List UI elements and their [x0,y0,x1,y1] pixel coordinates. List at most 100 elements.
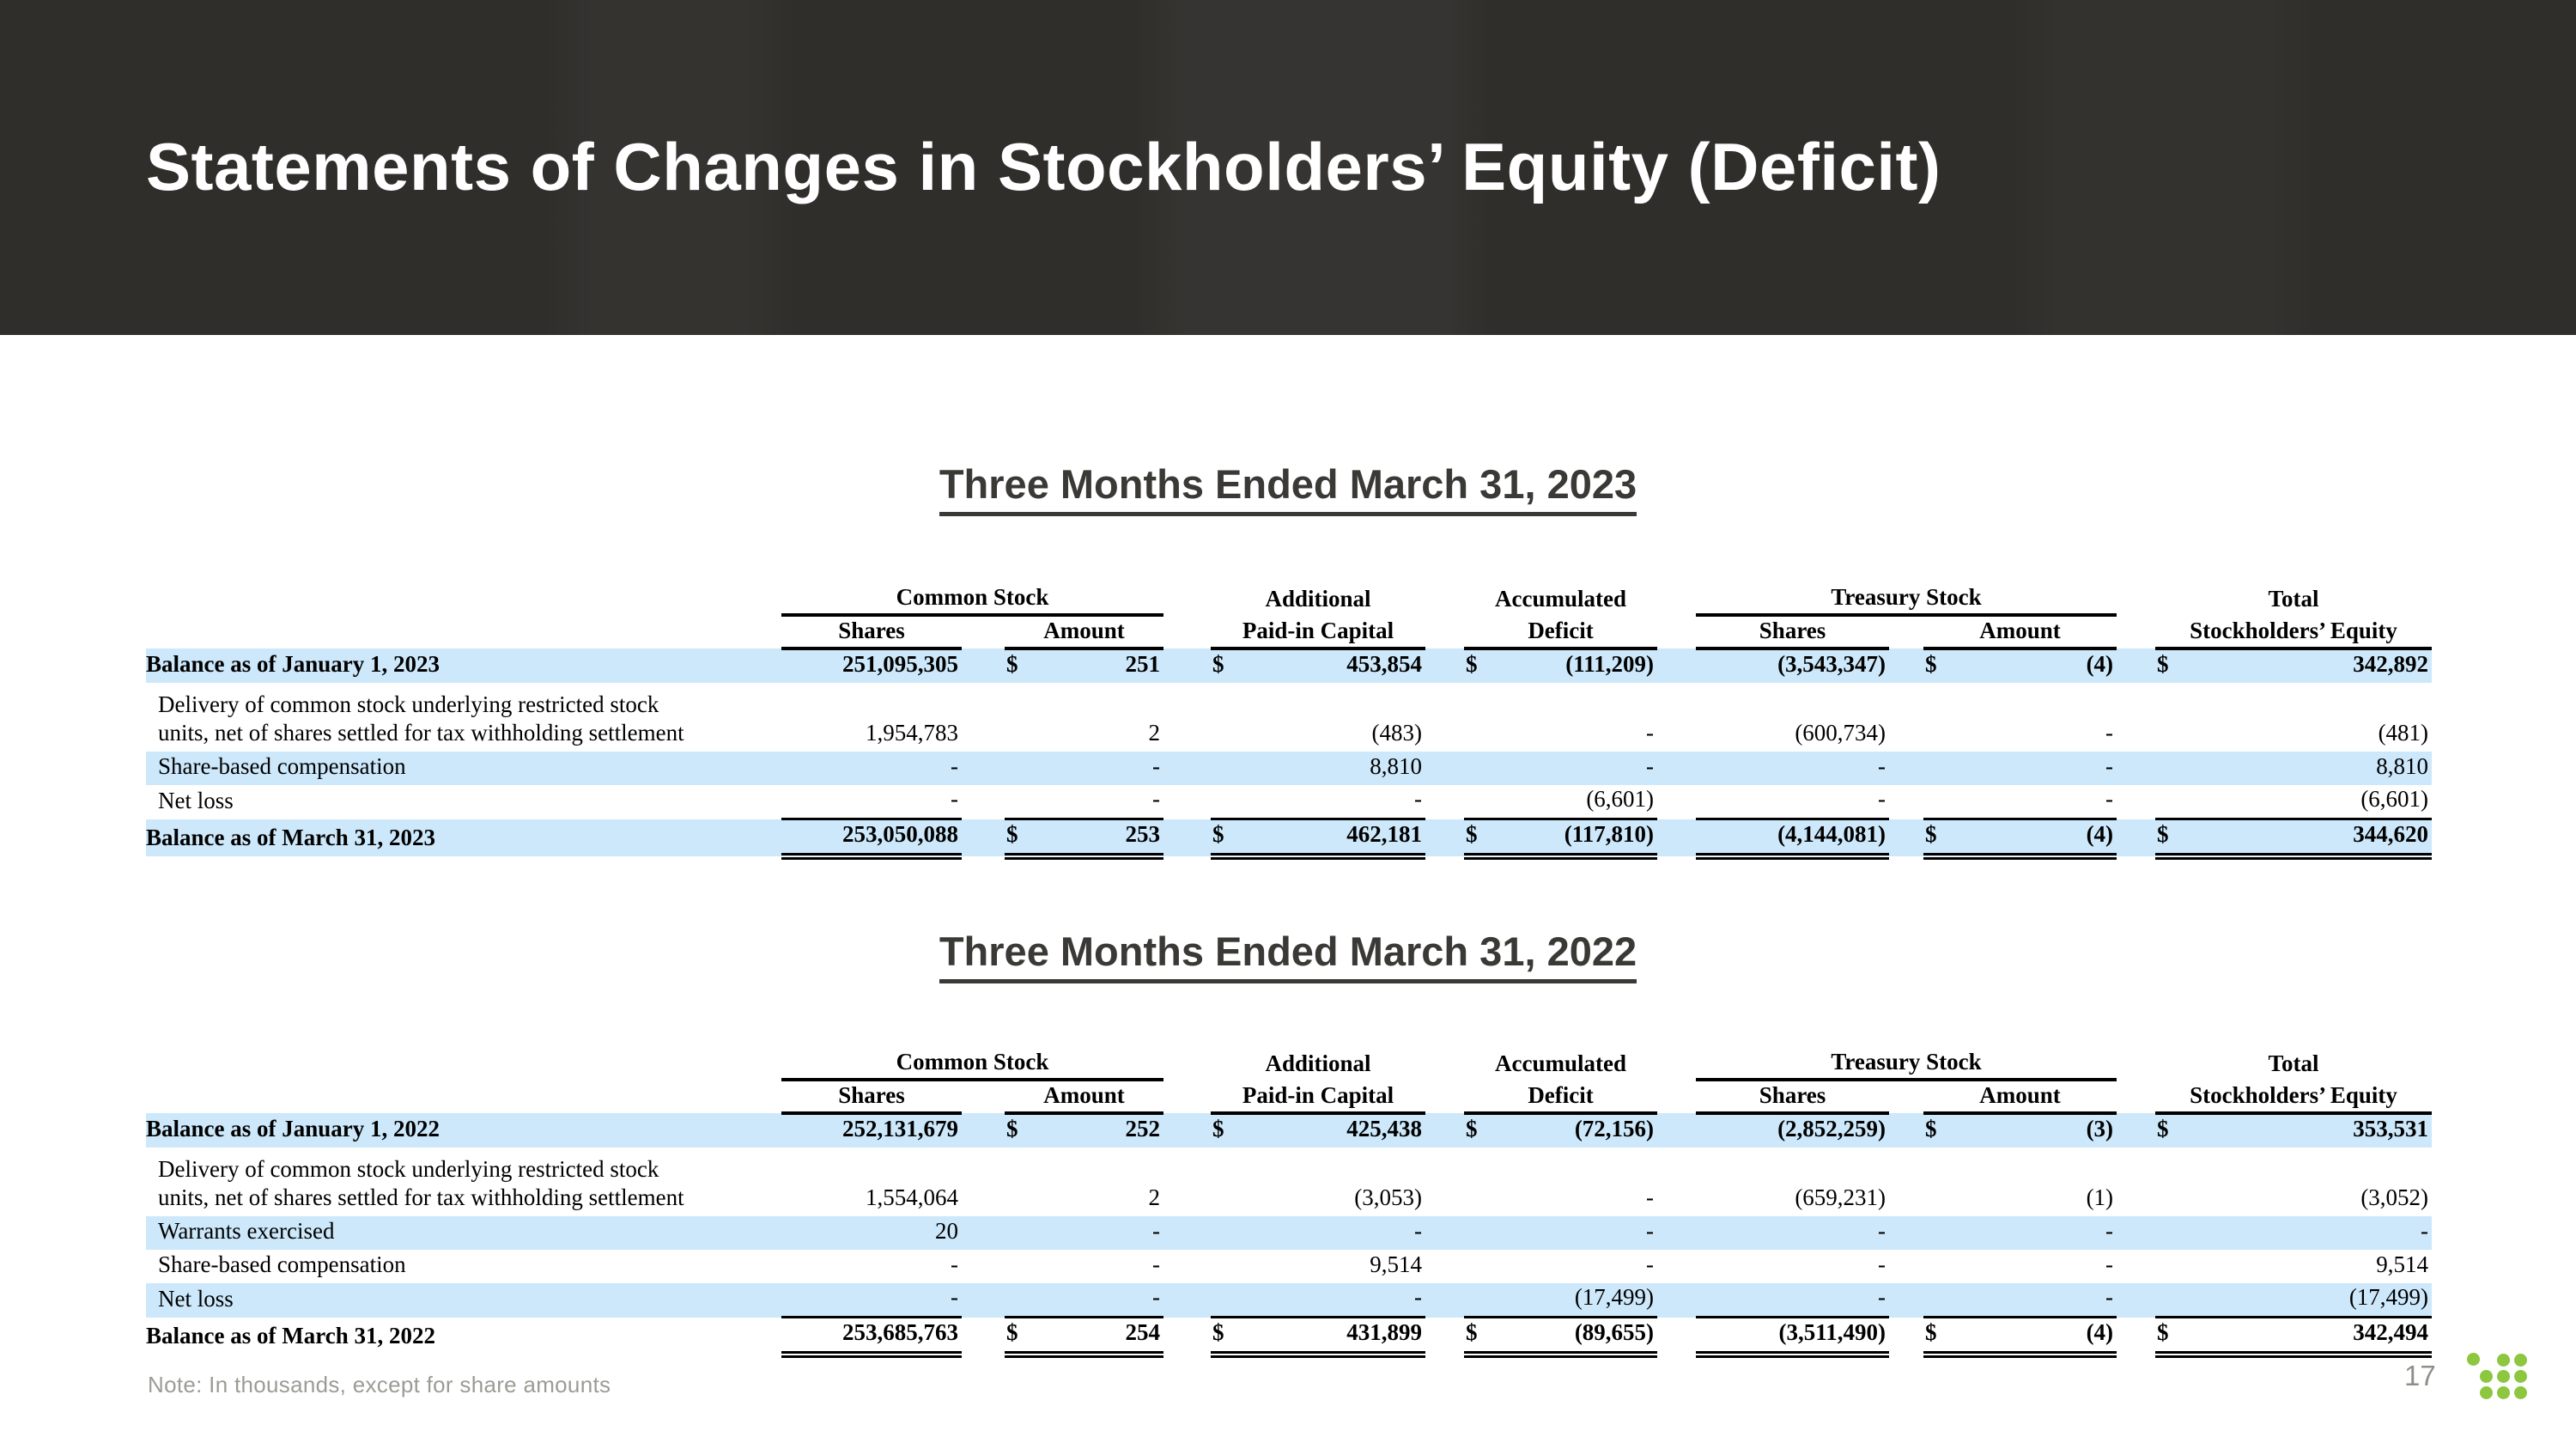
spacer-cell [146,1043,781,1080]
group-header-row: Common Stock Additional Accumulated Trea… [146,578,2432,617]
spacer-cell [1163,785,1211,819]
spacer-cell [1425,1283,1464,1318]
col-header-amount: Amount [1005,1080,1164,1115]
dollar-sign: $ [1212,1116,1224,1142]
dollar-sign [1464,1283,1498,1318]
col-header-shares: Shares [781,1080,962,1115]
row-label: Warrants exercised [158,1218,335,1244]
spacer-cell [146,1080,781,1113]
cell-value: - [1646,1184,1655,1210]
dollar-sign: $ [1923,1316,1959,1358]
cell-value: (4) [2086,651,2114,677]
equity-table-2022: Common Stock Additional Accumulated Trea… [146,1043,2433,1358]
cell-value: - [1152,1218,1161,1244]
dollar-sign [1211,1216,1245,1250]
cell-value: (4) [1958,1316,2117,1358]
cell-value: 353,531 [2353,1116,2429,1142]
spacer-cell [2117,683,2155,752]
spacer-cell [1425,615,1464,648]
spacer-cell [962,1216,1005,1250]
row-label: Delivery of common stock underlying rest… [158,1156,684,1210]
spacer-cell [146,615,781,648]
table-row: Balance as of January 1, 2023 251,095,305… [146,648,2433,683]
spacer-cell [1657,1043,1696,1080]
cell-value: 453,854 [1346,651,1423,677]
col-header-paid-in-capital: Paid-in Capital [1211,1080,1426,1115]
cell-value: 251,095,305 [842,651,958,677]
cell-value: (483) [1371,720,1423,746]
dollar-sign [1923,1250,1958,1283]
cell-value: (4) [1958,818,2117,860]
dollar-sign [2155,785,2190,819]
spacer-cell [1657,1250,1696,1283]
cell-value: - [1878,1251,1886,1277]
spacer-cell [2117,1250,2155,1283]
spacer-cell [1163,1250,1211,1283]
col-header-treasury-amount: Amount [1923,615,2117,650]
spacer-cell [2117,648,2155,683]
cell-value: - [951,786,958,812]
row-label: Balance as of January 1, 2022 [146,1116,440,1142]
page-number: 17 [2404,1360,2436,1391]
spacer-cell [1657,683,1696,752]
spacer-cell [1889,1080,1923,1113]
spacer-cell [2117,785,2155,819]
spacer-cell [1163,1043,1211,1080]
cell-value: 252,131,679 [842,1116,958,1142]
dollar-sign: $ [2155,1316,2190,1358]
cell-value: - [1646,1218,1655,1244]
cell-value: (6,601) [2360,786,2429,812]
dollar-sign [1005,1250,1039,1283]
dollar-sign: $ [1212,651,1224,677]
cell-value: - [1646,753,1655,779]
cell-value: (3,543,347) [1777,651,1886,677]
cell-value: (72,156) [1574,1116,1655,1142]
spacer-cell [962,648,1005,683]
col-group-accumulated: Accumulated [1495,586,1627,612]
row-label: Delivery of common stock underlying rest… [158,691,684,746]
cell-value: - [1646,1251,1655,1277]
spacer-cell [1163,1216,1211,1250]
spacer-cell [1163,1080,1211,1113]
logo-dot [2514,1386,2527,1399]
spacer-cell [962,1148,1005,1216]
cell-value: (17,499) [1574,1284,1655,1310]
cell-value: - [1646,720,1655,746]
spacer-cell [1425,1216,1464,1250]
col-header-treasury-shares: Shares [1696,615,1890,650]
dollar-sign [1464,683,1498,752]
cell-value: 425,438 [1346,1116,1423,1142]
slide-title: Statements of Changes in Stockholders’ E… [146,129,1941,205]
spacer-cell [962,819,1005,857]
dollar-sign [2155,1216,2190,1250]
cell-value: - [1878,1284,1886,1310]
spacer-cell [1657,1318,1696,1355]
spacer-cell [1889,752,1923,785]
group-header-row: Common Stock Additional Accumulated Trea… [146,1043,2432,1081]
cell-value: 253 [1039,818,1164,860]
spacer-cell [1889,683,1923,752]
equity-table-2023: Common Stock Additional Accumulated Trea… [146,578,2433,860]
dollar-sign [1005,785,1039,819]
spacer-cell [2117,1113,2155,1148]
spacer-cell [2117,615,2155,648]
spacer-cell [1657,1283,1696,1318]
spacer-cell [1425,1250,1464,1283]
spacer-cell [962,1250,1005,1283]
cell-value: 342,892 [2353,651,2429,677]
dollar-sign: $ [1006,651,1018,677]
col-group-additional: Additional [1265,586,1371,612]
cell-value: 344,620 [2190,818,2433,860]
spacer-cell [2117,752,2155,785]
col-header-stockholders-equity: Stockholders’ Equity [2155,615,2433,650]
spacer-cell [1889,1250,1923,1283]
dollar-sign [1464,785,1498,819]
table-row: Warrants exercised 20 - - - - - - [146,1216,2433,1250]
dollar-sign [1005,1283,1039,1318]
logo-dot [2497,1370,2510,1383]
col-group-common-stock: Common Stock [781,578,1164,617]
cell-value: 462,181 [1245,818,1426,860]
spacer-cell [962,683,1005,752]
dollar-sign [1005,1216,1039,1250]
spacer-cell [1425,578,1464,615]
